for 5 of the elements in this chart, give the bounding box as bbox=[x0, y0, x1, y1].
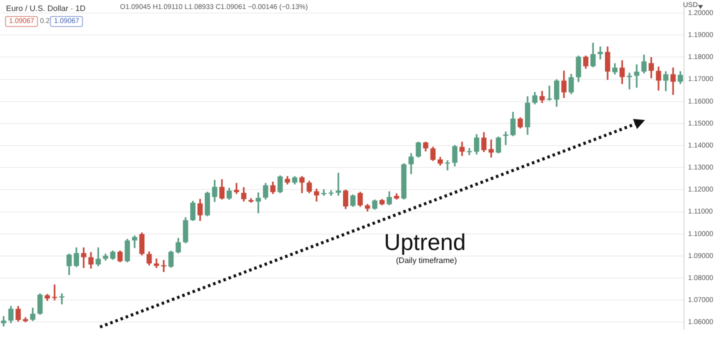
candlestick bbox=[52, 284, 58, 300]
chart-title: Euro / U.S. Dollar · 1D bbox=[6, 4, 86, 13]
candlestick bbox=[444, 160, 450, 170]
annotation: (Daily timeframe) bbox=[396, 256, 457, 265]
annotation: Uptrend bbox=[384, 229, 466, 256]
